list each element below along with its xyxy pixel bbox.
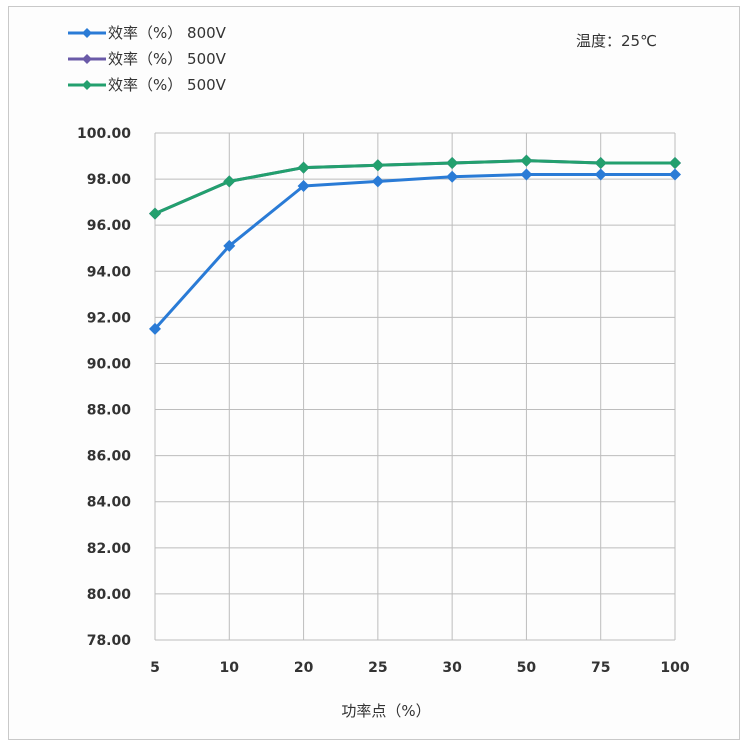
data-point: [594, 168, 607, 181]
series-line: [153, 172, 675, 330]
data-point: [223, 239, 236, 252]
x-tick-label: 25: [368, 660, 387, 676]
data-point: [223, 175, 236, 188]
series-group: [149, 154, 681, 335]
data-point: [149, 322, 161, 335]
data-point: [520, 168, 533, 181]
x-axis-ticks: 5 10 20 25 30 50 75 100: [150, 660, 690, 676]
data-point: [669, 156, 681, 169]
legend-label: 效率（%） 500V: [108, 50, 227, 68]
data-point: [149, 207, 161, 220]
y-tick-label: 78.00: [87, 633, 132, 649]
data-point: [669, 168, 681, 181]
data-point: [371, 175, 384, 188]
temperature-annotation: 温度：25℃: [576, 32, 657, 50]
y-tick-label: 86.00: [87, 449, 132, 465]
legend-label: 效率（%） 800V: [108, 24, 227, 42]
legend-label: 效率（%） 500V: [108, 76, 227, 94]
y-tick-label: 80.00: [87, 587, 132, 603]
y-axis-ticks: 78.00 80.00 82.00 84.00 86.00 88.00 90.00 92.00…: [77, 126, 131, 649]
y-tick-label: 94.00: [87, 264, 132, 280]
chart-frame: [8, 6, 740, 740]
legend-marker: [82, 80, 92, 90]
data-point: [371, 159, 384, 172]
legend: 效率（%） 800V 效率（%） 500V 效率（%） 500V: [68, 24, 227, 94]
grid: [154, 132, 676, 641]
y-tick-label: 96.00: [87, 218, 132, 234]
y-tick-label: 84.00: [87, 495, 132, 511]
y-tick-label: 82.00: [87, 541, 132, 557]
x-tick-label: 20: [294, 660, 314, 676]
x-tick-label: 10: [220, 660, 240, 676]
x-tick-label: 50: [517, 660, 537, 676]
y-tick-label: 92.00: [87, 310, 132, 326]
x-tick-label: 100: [660, 660, 689, 676]
data-point: [446, 156, 459, 169]
y-tick-label: 100.00: [77, 126, 131, 142]
data-point: [297, 180, 310, 193]
data-point: [520, 154, 533, 167]
x-tick-label: 5: [150, 660, 160, 676]
data-point: [297, 161, 310, 174]
legend-marker: [82, 28, 92, 38]
y-tick-label: 90.00: [87, 356, 132, 372]
x-tick-label: 30: [442, 660, 462, 676]
x-axis-label: 功率点（%）: [341, 702, 430, 720]
y-tick-label: 98.00: [87, 172, 132, 188]
series-line: [154, 159, 675, 216]
series-line: [154, 159, 675, 216]
legend-marker: [82, 54, 92, 64]
data-point: [594, 156, 607, 169]
data-point: [446, 170, 459, 183]
x-tick-label: 75: [591, 660, 610, 676]
y-tick-label: 88.00: [87, 403, 132, 419]
